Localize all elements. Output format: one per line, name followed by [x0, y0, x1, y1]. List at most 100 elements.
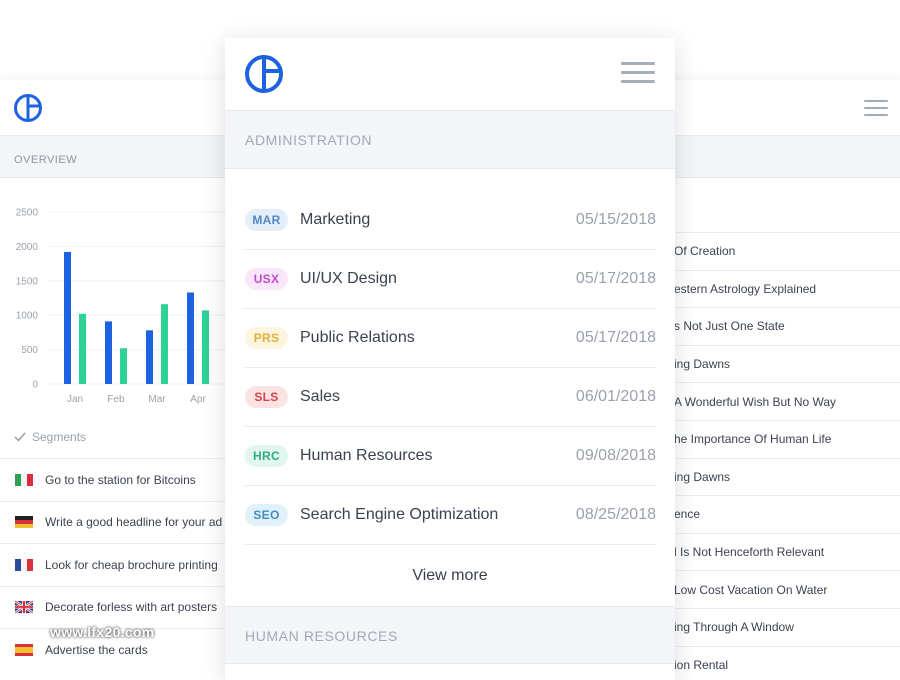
bar[interactable] — [64, 251, 71, 384]
list-item-text: Go to the station for Bitcoins — [45, 472, 196, 487]
bar[interactable] — [105, 321, 112, 384]
department-badge: PRS — [245, 327, 288, 349]
list-item[interactable]: he Importance Of Human Life — [656, 419, 900, 458]
section-header: ADMINISTRATION — [225, 111, 675, 169]
hamburger-menu-icon[interactable] — [864, 100, 888, 121]
y-tick-label: 2500 — [16, 208, 39, 219]
department-date: 05/17/2018 — [575, 270, 656, 287]
x-tick-label: Feb — [107, 394, 125, 405]
list-item-text: ing Dawns — [674, 357, 731, 372]
list-item[interactable]: Look for cheap brochure printing — [0, 543, 225, 586]
modal-header — [225, 38, 675, 111]
list-item[interactable]: Decorate forless with art posters — [0, 585, 225, 629]
list-item[interactable]: Low Cost Vacation On Water — [656, 570, 900, 608]
logo-icon[interactable] — [244, 54, 284, 94]
department-list: MAR Marketing 05/15/2018 USX UI/UX Desig… — [225, 169, 675, 545]
list-item[interactable]: ence — [656, 495, 900, 533]
list-item-text: ence — [674, 507, 701, 522]
watermark: www.lfx20.com — [50, 624, 155, 640]
italy-flag-icon — [15, 473, 33, 486]
list-item[interactable]: ion Rental — [656, 645, 900, 680]
department-badge: HRC — [245, 445, 288, 467]
bar[interactable] — [146, 330, 153, 384]
department-badge: SLS — [245, 386, 288, 408]
view-more-button[interactable]: View more — [412, 566, 488, 584]
bar[interactable] — [120, 348, 127, 384]
overview-label: OVERVIEW — [14, 154, 78, 166]
list-item-text: ion Rental — [674, 657, 729, 672]
right-list: Of Creation estern Astrology Explained s… — [656, 232, 900, 680]
department-date: 05/15/2018 — [575, 211, 656, 228]
hamburger-menu-icon[interactable] — [621, 62, 655, 89]
check-icon — [14, 432, 26, 442]
department-row[interactable]: SEO Search Engine Optimization 08/25/201… — [244, 486, 656, 545]
uk-flag-icon — [15, 601, 33, 614]
section-title: HUMAN RESOURCES — [245, 628, 398, 644]
y-tick-label: 500 — [21, 345, 38, 356]
list-item[interactable]: Go to the station for Bitcoins — [0, 458, 225, 501]
y-tick-label: 2000 — [16, 242, 39, 253]
department-date: 09/08/2018 — [575, 447, 656, 464]
department-modal: ADMINISTRATION MAR Marketing 05/15/2018 … — [225, 38, 675, 680]
x-tick-label: Apr — [190, 394, 206, 405]
list-item-text: ing Dawns — [674, 469, 731, 484]
list-item[interactable]: l Is Not Henceforth Relevant — [656, 532, 900, 571]
y-tick-label: 1000 — [16, 311, 39, 322]
list-item-text: s Not Just One State — [674, 319, 785, 334]
list-item-text: l Is Not Henceforth Relevant — [674, 545, 825, 560]
overview-chart: 2500 2000 1500 1000 500 0 Jan Feb Mar Apr — [0, 200, 225, 410]
list-item-text: A Wonderful Wish But No Way — [674, 394, 837, 409]
department-name: Search Engine Optimization — [300, 506, 499, 523]
y-tick-label: 1500 — [16, 276, 39, 287]
bar[interactable] — [161, 304, 168, 384]
department-row[interactable]: HRC Human Resources 09/08/2018 — [244, 427, 656, 486]
list-item[interactable]: ing Dawns — [656, 457, 900, 496]
segments-toggle[interactable]: Segments — [14, 430, 86, 444]
list-item-text: Of Creation — [674, 244, 736, 259]
department-date: 06/01/2018 — [575, 388, 656, 405]
list-item-text: estern Astrology Explained — [674, 281, 817, 296]
department-row[interactable]: USX UI/UX Design 05/17/2018 — [244, 250, 656, 309]
left-list: Go to the station for Bitcoins Write a g… — [0, 458, 225, 671]
department-row[interactable]: PRS Public Relations 05/17/2018 — [244, 309, 656, 368]
department-name: UI/UX Design — [300, 270, 397, 287]
section-header: HUMAN RESOURCES — [225, 606, 675, 664]
y-tick-label: 0 — [32, 380, 38, 391]
department-badge: MAR — [245, 209, 288, 231]
bar[interactable] — [187, 292, 194, 384]
list-item[interactable]: ing Through A Window — [656, 607, 900, 646]
list-item[interactable]: Advertise the cards — [0, 628, 225, 671]
france-flag-icon — [15, 558, 33, 571]
x-tick-label: Mar — [148, 394, 166, 405]
logo-icon[interactable] — [13, 93, 43, 123]
list-item-text: Low Cost Vacation On Water — [674, 582, 828, 597]
list-item[interactable]: estern Astrology Explained — [656, 269, 900, 308]
department-name: Public Relations — [300, 329, 415, 346]
germany-flag-icon — [15, 516, 33, 529]
list-item-text: Write a good headline for your ad — [45, 515, 223, 530]
department-name: Human Resources — [300, 447, 433, 464]
department-row[interactable]: SLS Sales 06/01/2018 — [244, 368, 656, 427]
list-item[interactable]: Of Creation — [656, 232, 900, 270]
list-item-text: he Importance Of Human Life — [674, 432, 832, 447]
department-date: 08/25/2018 — [575, 506, 656, 523]
list-item[interactable]: Write a good headline for your ad — [0, 500, 225, 544]
bar[interactable] — [79, 313, 86, 384]
x-tick-label: Jan — [67, 394, 83, 405]
department-badge: SEO — [245, 504, 288, 526]
department-date: 05/17/2018 — [575, 329, 656, 346]
list-item[interactable]: A Wonderful Wish But No Way — [656, 382, 900, 420]
section-title: ADMINISTRATION — [245, 132, 373, 148]
segments-label: Segments — [32, 430, 87, 444]
department-row[interactable]: MAR Marketing 05/15/2018 — [244, 191, 656, 250]
list-item[interactable]: s Not Just One State — [656, 307, 900, 345]
department-badge: USX — [245, 268, 288, 290]
list-item-text: Decorate forless with art posters — [45, 600, 218, 615]
bar[interactable] — [202, 310, 209, 384]
department-name: Marketing — [300, 211, 371, 228]
department-name: Sales — [300, 388, 341, 405]
spain-flag-icon — [15, 643, 33, 656]
bar-chart: 2500 2000 1500 1000 500 0 Jan Feb Mar Apr — [16, 208, 225, 405]
list-item[interactable]: ing Dawns — [656, 344, 900, 383]
list-item-text: Advertise the cards — [45, 642, 148, 657]
